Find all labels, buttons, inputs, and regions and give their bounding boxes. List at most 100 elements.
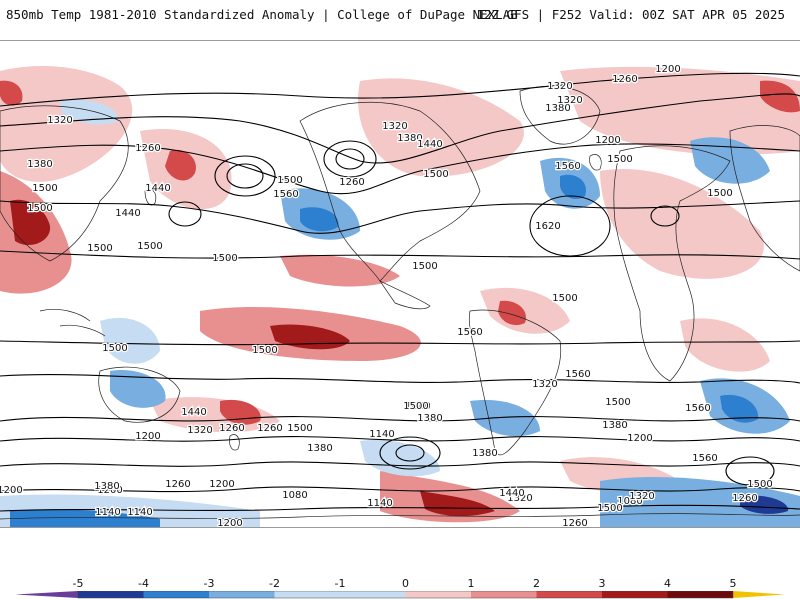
contour-label: 1140 [367, 498, 392, 509]
contour-label: 1500 [605, 397, 630, 408]
contour-label: 1200 [209, 479, 234, 490]
contour-label: 1320 [382, 121, 407, 132]
colorbar-segment [602, 591, 668, 598]
colorbar-outline [77, 591, 734, 599]
contour-label: 1380 [472, 448, 497, 459]
contour-label: 1500 [212, 253, 237, 264]
colorbar-tick-label: 0 [402, 577, 409, 590]
contour-label: 1320 [547, 81, 572, 92]
anomaly-patch [280, 254, 400, 287]
colorbar-tick-label: 1 [467, 577, 475, 590]
contour-label: 1440 [499, 488, 524, 499]
anomaly-patch [600, 169, 764, 279]
contour-label: 1320 [507, 493, 532, 504]
contour-label: 1620 [535, 221, 560, 232]
contour-label: 1500 [87, 243, 112, 254]
anomaly-patch [600, 476, 800, 527]
contour-label: 1140 [127, 507, 152, 518]
contour-label: 1380 [545, 103, 570, 114]
colorbar-segment [78, 591, 144, 598]
contour-label: 1380 [307, 443, 332, 454]
anomaly-patch [740, 495, 789, 514]
contour-label: 1260 [339, 177, 364, 188]
contour-label: 1260 [165, 479, 190, 490]
colorbar-tick-label: 4 [664, 577, 671, 590]
contour-label: 1560 [273, 189, 298, 200]
anomaly-patch [680, 318, 770, 372]
anomaly-patch [420, 491, 495, 517]
contour-label: 1500 [287, 423, 312, 434]
colorbar-end-low [15, 591, 78, 598]
colorbar-tick-label: -5 [72, 577, 84, 590]
anomaly-patch [498, 300, 526, 326]
contour-label: 1320 [187, 425, 212, 436]
contour-label: 1560 [692, 453, 717, 464]
contour-label: 1500 [32, 183, 57, 194]
colorbar-tick-label: 5 [729, 577, 737, 590]
contour-label: 1440 [405, 401, 430, 412]
contour-label: 1080 [282, 490, 307, 501]
contour-label: 1380 [94, 481, 119, 492]
colorbar-segment [340, 591, 406, 598]
contour-label: 1440 [417, 139, 442, 150]
anomaly-patch [358, 78, 524, 177]
contour-label: 1560 [565, 369, 590, 380]
contour-label: 1560 [555, 161, 580, 172]
anomaly-patch [0, 66, 133, 182]
colorbar-tick-label: -3 [203, 577, 215, 590]
model-run-info: 12Z GFS | F252 Valid: 00Z SAT APR 05 202… [476, 7, 785, 22]
contour-label: 1200 [135, 431, 160, 442]
contour-label: 1320 [557, 95, 582, 106]
contour-label: 1500 [252, 345, 277, 356]
anomaly-patch [0, 80, 23, 106]
anomaly-patch [165, 149, 196, 181]
contour-label: 1380 [602, 420, 627, 431]
anomaly-patch [10, 199, 51, 246]
colorbar-tick-label: -2 [269, 577, 280, 590]
contour-labels: 1200126013201380132012001320138012601320… [0, 63, 774, 527]
anomaly-patch [560, 174, 586, 200]
contour-label: 1380 [397, 133, 422, 144]
contour-label: 1260 [257, 423, 282, 434]
contour-label: 1500 [747, 479, 772, 490]
contour-label: 1500 [277, 175, 302, 186]
colorbar-segment [667, 591, 733, 598]
colorbar-end-high [733, 591, 785, 598]
anomaly-patch [480, 287, 570, 334]
contour-label: 1200 [0, 485, 23, 496]
anomaly-patch [690, 137, 770, 184]
contour-label: 1380 [417, 413, 442, 424]
contour-label: 1200 [655, 64, 680, 75]
anomaly-patch [300, 207, 339, 232]
contour-label: 1260 [219, 423, 244, 434]
contour-label: 1320 [47, 115, 72, 126]
contour-label: 1200 [97, 485, 122, 496]
colorbar-tick-label: 3 [598, 577, 606, 590]
contour-label: 1500 [102, 343, 127, 354]
colorbar-tick-label: -1 [334, 577, 346, 590]
colorbar-strip [15, 591, 785, 599]
contour-label: 1320 [629, 491, 654, 502]
anomaly-patch [10, 509, 160, 527]
contour-label: 1440 [115, 208, 140, 219]
contour-label: 1380 [27, 159, 52, 170]
contour-label: 1260 [612, 74, 637, 85]
contour-label: 1500 [552, 293, 577, 304]
contour-label: 1200 [627, 433, 652, 444]
contour-label: 1500 [403, 401, 428, 412]
contour-label: 1500 [707, 188, 732, 199]
contour-label: 1500 [137, 241, 162, 252]
colorbar-segment [471, 591, 537, 598]
colorbar-segment [143, 591, 209, 598]
anomaly-map: 1200 1260 1320 1380 1320 1200 1320 1380 1260 1320… [0, 40, 800, 528]
contour-label: 1500 [423, 169, 448, 180]
contour-label: 1500 [27, 203, 52, 214]
contour-label: 1560 [685, 403, 710, 414]
map-canvas: 1200126013201380132012001320138012601320… [0, 63, 800, 527]
anomaly-patch [560, 66, 800, 155]
contour-label: 1500 [412, 261, 437, 272]
anomaly-patch [470, 400, 540, 437]
contour-label: 1320 [532, 379, 557, 390]
colorbar-legend: -5 -4 -3 -2 -1 0 1 2 3 4 5 [0, 565, 800, 600]
contour-label: 1260 [135, 143, 160, 154]
